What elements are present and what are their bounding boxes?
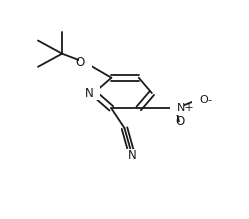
Text: N: N xyxy=(128,149,136,162)
FancyBboxPatch shape xyxy=(87,87,100,100)
FancyBboxPatch shape xyxy=(78,56,92,69)
Text: N+: N+ xyxy=(177,103,195,113)
Text: N: N xyxy=(85,87,94,100)
FancyBboxPatch shape xyxy=(192,93,205,106)
Text: O: O xyxy=(76,56,85,69)
FancyBboxPatch shape xyxy=(174,122,187,135)
Text: O-: O- xyxy=(199,95,212,105)
Text: O: O xyxy=(176,115,185,128)
FancyBboxPatch shape xyxy=(125,149,139,162)
FancyBboxPatch shape xyxy=(171,102,184,115)
